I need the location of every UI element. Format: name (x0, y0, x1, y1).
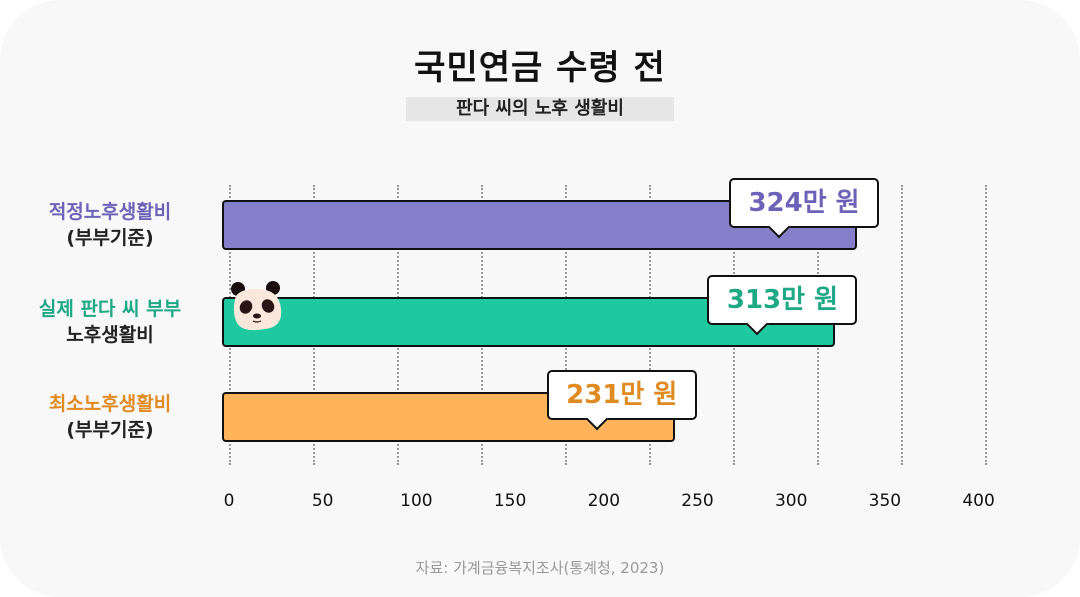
x-tick-label: 400 (962, 491, 995, 511)
gridline (985, 185, 987, 465)
category-line2: 노후생활비 (66, 324, 154, 346)
x-tick-label: 350 (868, 491, 902, 511)
x-tick-label: 250 (681, 491, 714, 511)
x-tick-label: 300 (774, 491, 808, 511)
chart-subtitle: 판다 씨의 노후 생활비 (406, 97, 674, 121)
category-line2: (부부기준) (66, 419, 154, 441)
data-label: 313만 원 (707, 275, 858, 325)
category-line1: 적정노후생활비 (48, 201, 172, 223)
data-label: 324만 원 (729, 178, 880, 228)
x-tick-label: 200 (587, 491, 621, 511)
x-tick-label: 50 (311, 491, 334, 511)
x-tick-label: 150 (493, 491, 527, 511)
x-tick-label: 0 (223, 491, 235, 511)
chart-title: 국민연금 수령 전 (414, 48, 666, 88)
data-label: 231만 원 (546, 370, 697, 420)
panda-face-icon (231, 281, 282, 331)
category-label: 적정노후생활비 (부부기준) (0, 199, 220, 251)
category-line2: (부부기준) (66, 227, 154, 249)
category-line1: 실제 판다 씨 부부 (38, 298, 182, 320)
category-line1: 최소노후생활비 (48, 393, 172, 415)
x-tick-label: 100 (400, 491, 433, 511)
source-note: 자료: 가계금융복지조사(통계청, 2023) (415, 559, 665, 577)
gridline (901, 185, 903, 465)
category-label: 최소노후생활비 (부부기준) (0, 391, 220, 443)
